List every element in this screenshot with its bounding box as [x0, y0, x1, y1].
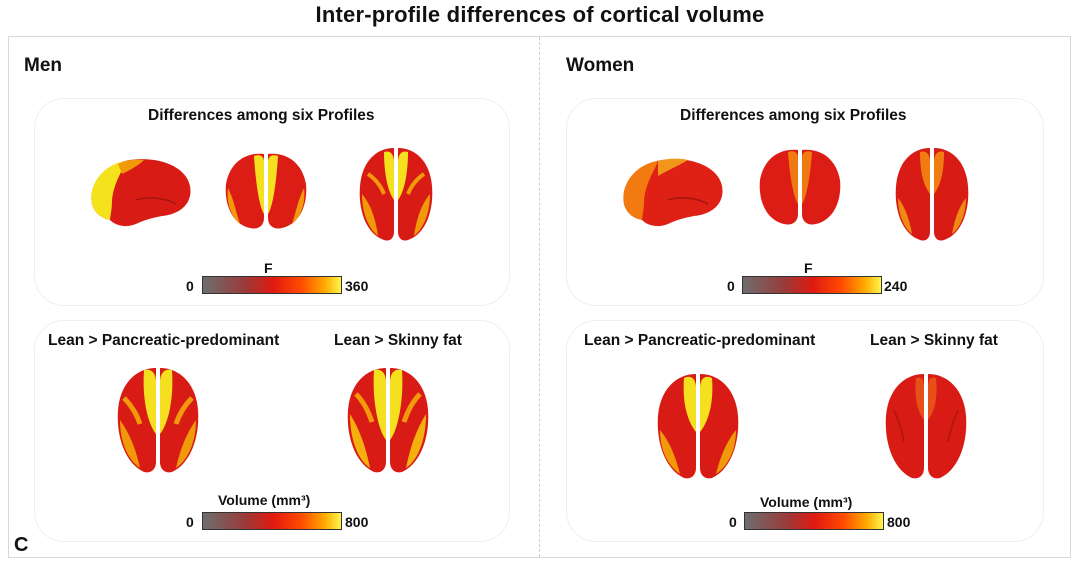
women-comparison-2-brain [885, 374, 967, 479]
men-top-colorbar [202, 276, 342, 294]
men-bottom-box [34, 320, 510, 542]
men-top-cb-max: 360 [345, 278, 369, 294]
men-bottom-cb-label: Volume (mm³) [218, 492, 311, 508]
women-bottom-cb-max: 800 [887, 514, 911, 530]
women-label: Women [566, 55, 635, 76]
men-comparison-1-brain [117, 368, 199, 473]
women-bottom-colorbar [744, 512, 884, 530]
women-anterior-brain [759, 149, 841, 225]
women-top-cb-label: F [804, 260, 813, 276]
men-comparison-1: Lean > Pancreatic-predominant [48, 332, 280, 349]
women-bottom-cb-min: 0 [729, 514, 737, 530]
men-comparison-2: Lean > Skinny fat [334, 332, 462, 349]
panel-letter: C [14, 534, 29, 556]
men-dorsal-brain [359, 148, 433, 241]
women-lateral-brain [623, 158, 723, 227]
men-top-cb-label: F [264, 260, 273, 276]
women-comparison-1-brain [657, 374, 739, 479]
women-top-cb-min: 0 [727, 278, 735, 294]
figure-frame [8, 36, 1071, 558]
women-dorsal-brain [895, 148, 969, 241]
men-bottom-cb-max: 800 [345, 514, 369, 530]
men-label: Men [24, 55, 62, 76]
men-top-cb-min: 0 [186, 278, 194, 294]
figure-title: Inter-profile differences of cortical vo… [315, 2, 765, 27]
men-comparison-2-brain [347, 368, 429, 473]
panel-divider [539, 37, 540, 557]
men-bottom-cb-min: 0 [186, 514, 194, 530]
women-top-cb-max: 240 [884, 278, 908, 294]
women-bottom-cb-label: Volume (mm³) [760, 494, 853, 510]
men-top-title: Differences among six Profiles [148, 107, 375, 124]
women-top-colorbar [742, 276, 882, 294]
men-lateral-brain [91, 159, 191, 227]
women-comparison-1: Lean > Pancreatic-predominant [584, 332, 816, 349]
men-anterior-brain [225, 153, 307, 229]
men-bottom-colorbar [202, 512, 342, 530]
women-top-title: Differences among six Profiles [680, 107, 907, 124]
women-comparison-2: Lean > Skinny fat [870, 332, 998, 349]
